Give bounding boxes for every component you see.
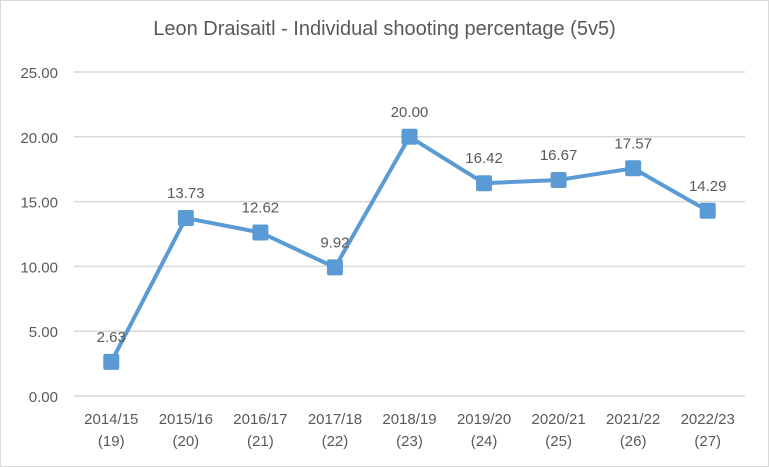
x-tick-sublabel: (19) — [98, 433, 125, 450]
data-point — [699, 202, 716, 219]
data-point — [401, 128, 418, 145]
x-tick-label: 2020/21 — [531, 411, 585, 428]
data-point — [252, 224, 269, 241]
x-tick-sublabel: (26) — [620, 433, 647, 450]
data-point — [476, 175, 493, 192]
x-tick-label: 2017/18 — [308, 411, 362, 428]
data-point — [103, 353, 120, 370]
x-tick-label: 2022/23 — [681, 411, 735, 428]
y-tick-label: 15.00 — [20, 195, 58, 212]
y-tick-label: 20.00 — [20, 130, 58, 147]
x-tick-sublabel: (20) — [172, 433, 199, 450]
x-tick-sublabel: (27) — [694, 433, 721, 450]
data-point — [625, 160, 642, 177]
data-label: 17.57 — [614, 135, 652, 152]
series-line — [109, 134, 709, 363]
x-tick-label: 2018/19 — [382, 411, 436, 428]
x-tick-sublabel: (23) — [396, 433, 423, 450]
data-label: 2.63 — [97, 329, 126, 346]
x-tick-label: 2015/16 — [159, 411, 213, 428]
data-point — [550, 171, 567, 188]
x-tick-label: 2014/15 — [84, 411, 138, 428]
x-tick-label: 2019/20 — [457, 411, 511, 428]
y-tick-label: 0.00 — [29, 389, 58, 406]
chart-title: Leon Draisaitl - Individual shooting per… — [153, 18, 616, 40]
y-tick-label: 10.00 — [20, 259, 58, 276]
y-tick-label: 5.00 — [29, 324, 58, 341]
x-tick-sublabel: (24) — [471, 433, 498, 450]
y-tick-label: 25.00 — [20, 65, 58, 82]
x-tick-sublabel: (22) — [322, 433, 349, 450]
data-point — [326, 259, 343, 276]
data-point — [177, 210, 194, 227]
x-tick-label: 2016/17 — [233, 411, 287, 428]
data-label: 20.00 — [391, 104, 429, 121]
x-tick-label: 2021/22 — [606, 411, 660, 428]
data-label: 12.62 — [242, 199, 280, 216]
x-tick-sublabel: (21) — [247, 433, 274, 450]
data-label: 16.42 — [465, 150, 503, 167]
data-label: 9.92 — [320, 234, 349, 251]
data-label: 13.73 — [167, 185, 205, 202]
data-label: 14.29 — [689, 178, 727, 195]
x-tick-sublabel: (25) — [545, 433, 572, 450]
data-label: 16.67 — [540, 147, 578, 164]
